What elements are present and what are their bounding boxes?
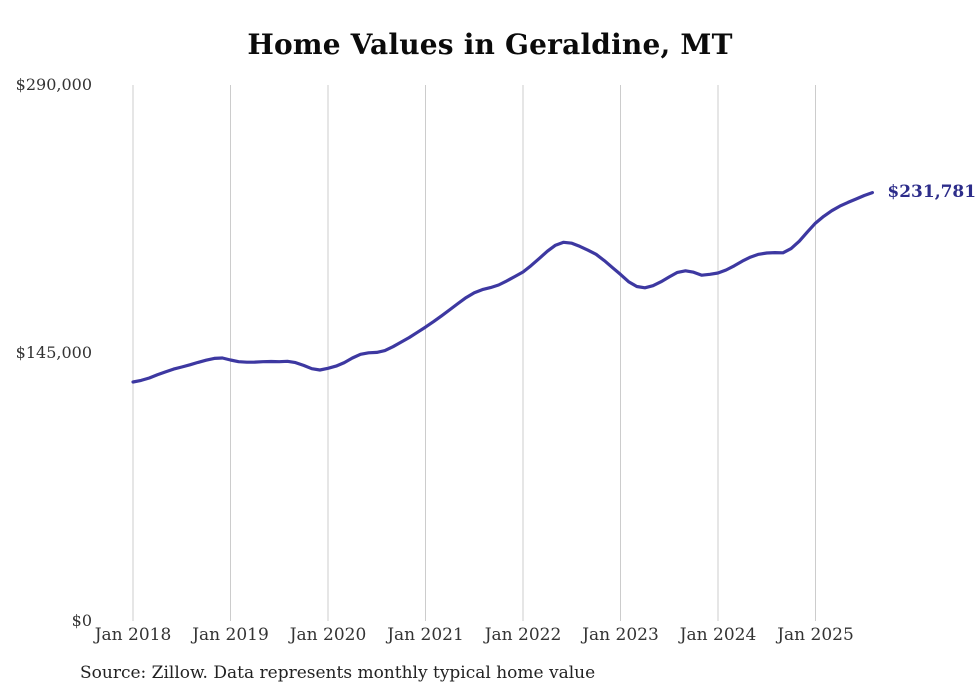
x-axis-label: Jan 2019 — [192, 625, 269, 645]
home-value-line — [131, 191, 874, 384]
x-axis-label: Jan 2025 — [777, 625, 854, 645]
x-axis-label: Jan 2020 — [289, 625, 367, 645]
y-axis-label: $145,000 — [15, 343, 92, 362]
x-axis-label: Jan 2024 — [679, 625, 757, 645]
x-axis-label: Jan 2023 — [582, 625, 659, 645]
x-axis-label: Jan 2018 — [94, 625, 172, 645]
source-note: Source: Zillow. Data represents monthly … — [80, 663, 596, 683]
y-axis-label: $0 — [71, 611, 92, 630]
y-axis-label: $290,000 — [15, 75, 92, 94]
x-axis-label: Jan 2022 — [484, 625, 562, 645]
gridlines — [132, 85, 816, 621]
chart-title: Home Values in Geraldine, MT — [247, 28, 733, 61]
x-axis-label: Jan 2021 — [387, 625, 464, 645]
current-value-label: $231,781 — [887, 181, 977, 202]
